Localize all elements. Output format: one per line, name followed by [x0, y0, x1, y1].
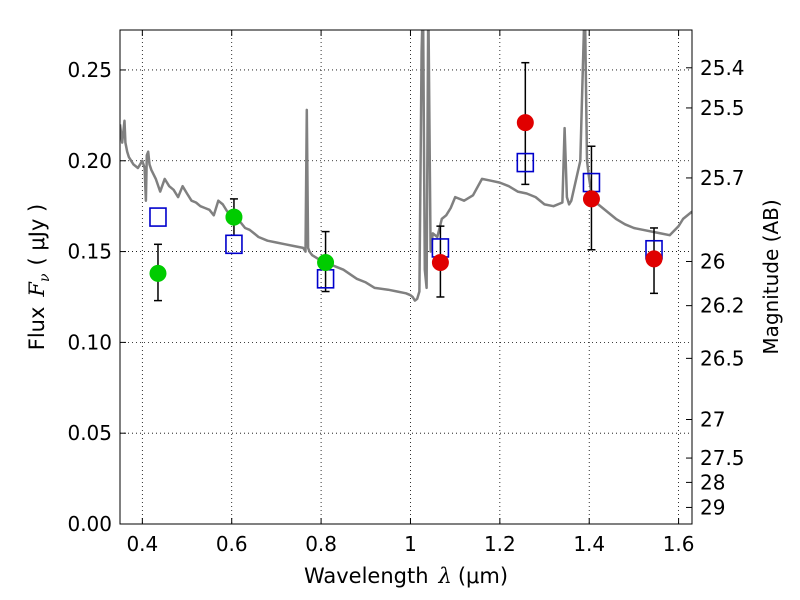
right-tick-label: 27.5 — [700, 446, 745, 470]
observed-photometry-point — [149, 264, 167, 282]
observed-photometry-points — [149, 114, 663, 282]
observed-photometry-point — [516, 114, 534, 132]
right-tick-label: 27 — [700, 407, 725, 431]
model-photometry-square — [149, 207, 167, 227]
x-tick-label: 1 — [404, 532, 417, 556]
y-axis-label: FluxFν( μJy ) — [25, 204, 53, 350]
x-tick-label: 0.8 — [305, 532, 337, 556]
observed-photometry-point — [225, 208, 243, 226]
right-tick-label: 26.2 — [700, 294, 745, 318]
right-tick-label: 25.7 — [700, 166, 745, 190]
x-tick-label: 1.4 — [573, 532, 605, 556]
y-tick-label: 0.10 — [67, 330, 112, 354]
plot-area — [120, 30, 692, 302]
y-tick-label: 0.15 — [67, 240, 112, 264]
right-tick-label: 28 — [700, 470, 725, 494]
x-axis-label: Wavelength λ (μm) — [304, 564, 508, 588]
right-tick-label: 26 — [700, 249, 725, 273]
axes-frame — [119, 29, 693, 525]
y-tick-label: 0.20 — [67, 149, 112, 173]
right-tick-label: 25.5 — [700, 96, 745, 120]
right-tick-label: 29 — [700, 495, 725, 519]
observed-photometry-point — [431, 253, 449, 271]
observed-photometry-point — [317, 253, 335, 271]
x-tick-label: 0.4 — [126, 532, 158, 556]
y-axis-ticks: 0.00 0.05 0.10 0.15 0.20 0.25 — [67, 58, 126, 536]
right-tick-label: 25.4 — [700, 56, 745, 80]
model-photometry-square — [225, 234, 243, 255]
model-photometry-square — [516, 152, 535, 173]
y-tick-label: 0.25 — [67, 58, 112, 82]
observed-photometry-point — [582, 190, 600, 208]
x-tick-label: 1.2 — [484, 532, 516, 556]
x-tick-label: 0.6 — [216, 532, 248, 556]
y-tick-label: 0.05 — [67, 421, 112, 445]
model-spectrum-line — [120, 30, 692, 302]
observed-photometry-point — [645, 250, 663, 268]
x-axis-ticks: 0.4 0.6 0.8 1 1.2 1.4 1.6 — [126, 30, 695, 556]
right-axis-label: Magnitude (AB) — [759, 199, 783, 354]
right-tick-label: 26.5 — [700, 346, 745, 370]
x-tick-label: 1.6 — [663, 532, 695, 556]
y-tick-label: 0.00 — [67, 512, 112, 536]
grid-lines — [120, 30, 692, 525]
